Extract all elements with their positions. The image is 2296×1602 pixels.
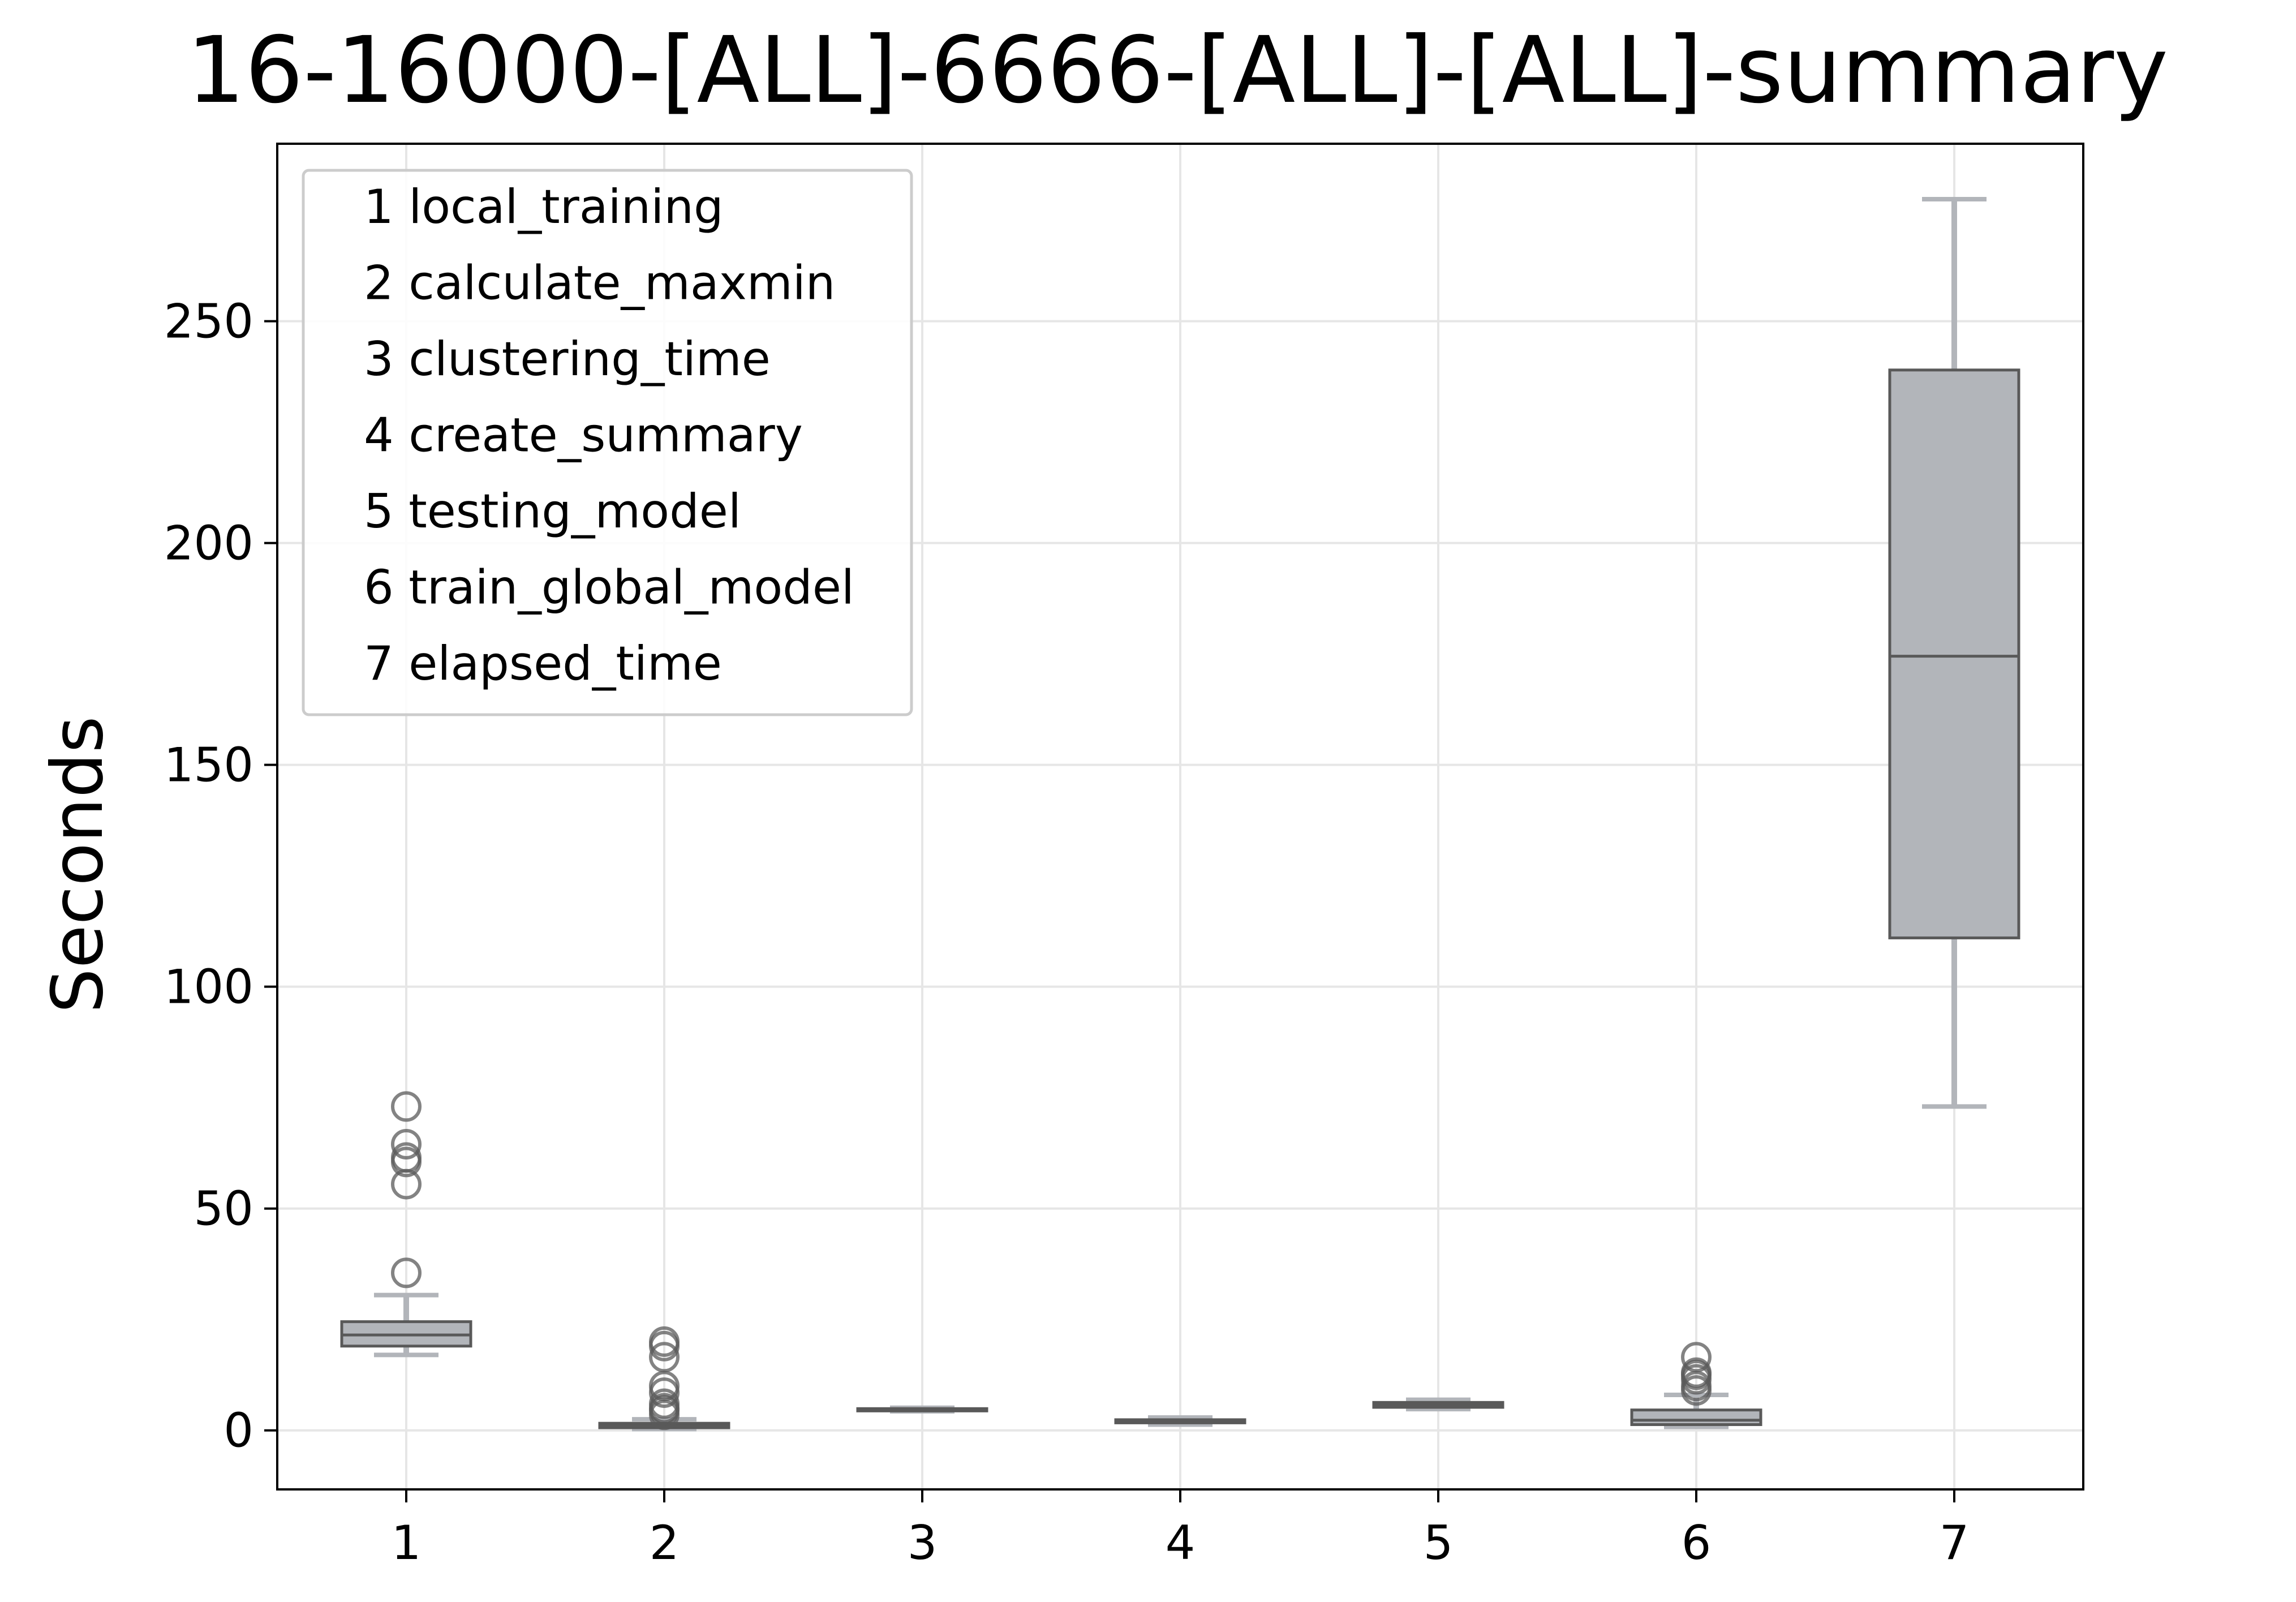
box-7 xyxy=(1888,197,2020,1109)
boxes xyxy=(340,197,2020,1432)
x-tick-label: 1 xyxy=(392,1515,422,1570)
x-tick-label: 2 xyxy=(650,1515,680,1570)
box-3 xyxy=(856,1405,988,1414)
legend-entry: 4 create_summary xyxy=(364,408,803,463)
x-tick-label: 7 xyxy=(1940,1515,1970,1570)
outlier-point xyxy=(391,1257,422,1289)
legend-entry: 6 train_global_model xyxy=(364,560,854,615)
legend-entry: 5 testing_model xyxy=(364,484,741,539)
legend-entry: 1 local_training xyxy=(364,179,724,234)
x-tick-label: 4 xyxy=(1166,1515,1196,1570)
box-4 xyxy=(1114,1415,1246,1427)
x-tick-label: 3 xyxy=(908,1515,938,1570)
legend-entry: 7 elapsed_time xyxy=(364,636,722,691)
legend-box xyxy=(302,169,913,716)
box-1 xyxy=(340,1091,472,1358)
outlier-point xyxy=(391,1091,422,1122)
outlier-point xyxy=(649,1326,680,1357)
y-tick-label: 250 xyxy=(164,294,253,349)
box-body xyxy=(1888,368,2020,939)
legend-entry: 3 clustering_time xyxy=(364,332,771,386)
outlier-point xyxy=(391,1142,422,1173)
y-tick-label: 0 xyxy=(223,1403,253,1458)
outlier-point xyxy=(649,1388,680,1419)
axis-ticks: 0 50 100 150 200 250 1 2 3 4 5 6 7 xyxy=(164,294,1970,1570)
outlier-point xyxy=(649,1342,680,1373)
outlier-point xyxy=(1681,1357,1712,1388)
y-axis-label: Seconds xyxy=(37,716,119,1013)
box-body xyxy=(1630,1408,1762,1427)
x-tick-label: 6 xyxy=(1682,1515,1712,1570)
y-tick-label: 150 xyxy=(164,738,253,793)
legend-entry: 2 calculate_maxmin xyxy=(364,256,835,311)
box-6 xyxy=(1630,1342,1762,1429)
y-tick-label: 100 xyxy=(164,960,253,1015)
box-2 xyxy=(598,1326,730,1432)
y-tick-label: 50 xyxy=(194,1182,253,1236)
x-tick-label: 5 xyxy=(1424,1515,1454,1570)
legend: 1 local_training 2 calculate_maxmin 3 clus… xyxy=(302,169,913,716)
outlier-point xyxy=(391,1129,422,1160)
outlier-point xyxy=(1681,1342,1712,1373)
box-5 xyxy=(1372,1397,1504,1412)
chart-title: 16-16000-[ALL]-6666-[ALL]-[ALL]-summary xyxy=(187,18,2168,124)
y-tick-label: 200 xyxy=(164,516,253,571)
